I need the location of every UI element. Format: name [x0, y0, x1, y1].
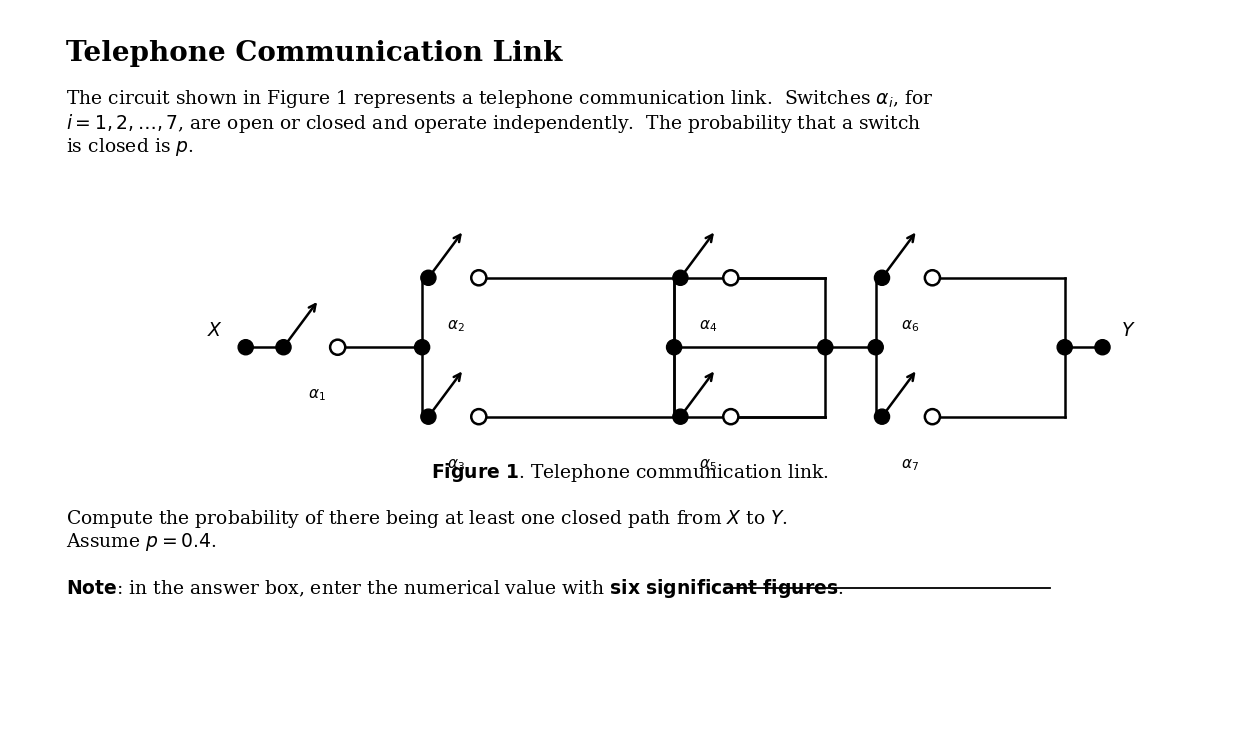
- Ellipse shape: [471, 270, 486, 285]
- Ellipse shape: [1095, 340, 1110, 355]
- Text: $\alpha_4$: $\alpha_4$: [699, 318, 717, 333]
- Text: Telephone Communication Link: Telephone Communication Link: [66, 40, 562, 67]
- Text: $Y$: $Y$: [1121, 321, 1137, 340]
- Ellipse shape: [818, 340, 833, 355]
- Text: $\alpha_3$: $\alpha_3$: [447, 457, 465, 472]
- Ellipse shape: [238, 340, 253, 355]
- Text: is closed is $p$.: is closed is $p$.: [66, 136, 193, 158]
- Ellipse shape: [471, 409, 486, 424]
- Text: $\alpha_5$: $\alpha_5$: [699, 457, 717, 472]
- Ellipse shape: [925, 270, 940, 285]
- Text: $\mathbf{Figure\ 1}$. Telephone communication link.: $\mathbf{Figure\ 1}$. Telephone communic…: [431, 461, 829, 483]
- Text: $\alpha_6$: $\alpha_6$: [901, 318, 919, 333]
- Ellipse shape: [673, 270, 688, 285]
- Ellipse shape: [330, 340, 345, 355]
- Text: $\mathbf{Note}$: in the answer box, enter the numerical value with $\mathbf{six\: $\mathbf{Note}$: in the answer box, ente…: [66, 577, 843, 600]
- Text: $i = 1, 2, \ldots, 7$, are open or closed and operate independently.  The probab: $i = 1, 2, \ldots, 7$, are open or close…: [66, 112, 921, 135]
- Ellipse shape: [1057, 340, 1072, 355]
- Ellipse shape: [925, 409, 940, 424]
- Text: The circuit shown in Figure 1 represents a telephone communication link.  Switch: The circuit shown in Figure 1 represents…: [66, 88, 932, 110]
- Text: Assume $p = 0.4$.: Assume $p = 0.4$.: [66, 531, 217, 553]
- Ellipse shape: [673, 409, 688, 424]
- Ellipse shape: [868, 340, 883, 355]
- Ellipse shape: [276, 340, 291, 355]
- Ellipse shape: [421, 409, 436, 424]
- Ellipse shape: [874, 270, 890, 285]
- Ellipse shape: [421, 270, 436, 285]
- Ellipse shape: [723, 270, 738, 285]
- Text: $X$: $X$: [207, 321, 223, 340]
- Text: Compute the probability of there being at least one closed path from $X$ to $Y$.: Compute the probability of there being a…: [66, 508, 787, 530]
- Ellipse shape: [667, 340, 682, 355]
- Ellipse shape: [415, 340, 430, 355]
- Text: $\alpha_7$: $\alpha_7$: [901, 457, 919, 472]
- Text: $\alpha_1$: $\alpha_1$: [307, 387, 326, 403]
- Ellipse shape: [723, 409, 738, 424]
- Ellipse shape: [874, 409, 890, 424]
- Text: $\alpha_2$: $\alpha_2$: [447, 318, 465, 333]
